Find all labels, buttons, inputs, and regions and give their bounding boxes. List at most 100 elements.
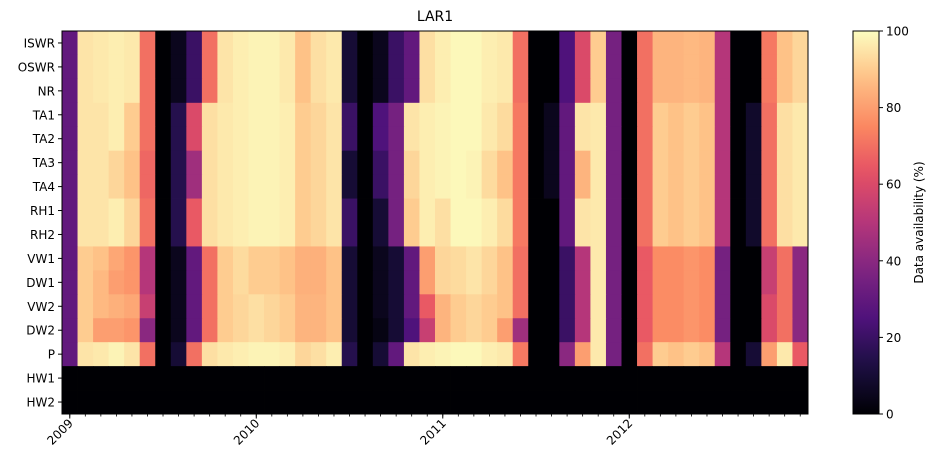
heatmap-cell [559,222,576,247]
heatmap-cell [466,31,483,56]
heatmap-cell [62,78,78,104]
heatmap-cell [264,78,280,104]
heatmap-cell [699,342,716,367]
heatmap-cell [264,270,280,295]
heatmap-cell [357,366,374,391]
heatmap-cell [605,294,622,319]
heatmap-cell [792,54,809,80]
heatmap-cell [605,318,622,343]
heatmap-cell [621,342,638,367]
heatmap-cell [435,342,451,367]
heatmap-cell [186,246,203,271]
heatmap-cell [512,78,529,104]
heatmap-cell [745,294,762,319]
heatmap-cell [652,270,669,295]
heatmap-cell [279,174,296,199]
heatmap-cell [637,294,653,319]
heatmap-cell [776,294,793,319]
heatmap-cell [792,198,809,223]
heatmap-cell [776,126,793,152]
heatmap-cell [590,390,607,415]
heatmap-cell [419,342,436,367]
heatmap-cell [714,150,731,176]
heatmap-cell [232,246,249,271]
heatmap-cell [186,222,203,247]
heatmap-cell [93,222,110,247]
heatmap-cell [435,54,451,80]
heatmap-cell [403,318,420,343]
heatmap-cell [761,31,778,56]
heatmap-cell [699,54,716,80]
heatmap-cell [93,342,110,367]
heatmap-cell [528,246,545,271]
heatmap-cell [93,366,110,391]
heatmap-cell [528,54,545,80]
heatmap-cell [170,342,187,367]
heatmap-cell [792,126,809,152]
heatmap-cell [481,246,498,271]
heatmap-cell [295,150,312,176]
heatmap-cell [637,174,653,199]
heatmap-cell [683,246,700,271]
heatmap-cell [730,390,747,415]
heatmap-cell [139,222,156,247]
heatmap-cell [232,126,249,152]
heatmap-cell [108,198,125,223]
heatmap-cell [326,198,343,223]
heatmap-cell [248,366,265,391]
heatmap-cell [590,150,607,176]
heatmap-cell [310,54,327,80]
heatmap-cell [699,246,716,271]
heatmap-cell [201,222,218,247]
heatmap-cell [419,270,436,295]
heatmap-cell [543,174,560,199]
heatmap-cell [403,54,420,80]
heatmap-cell [559,270,576,295]
heatmap-cell [108,366,125,391]
heatmap-cell [730,102,747,128]
heatmap-cell [326,390,343,415]
heatmap-cell [310,102,327,128]
heatmap-cell [357,126,374,152]
heatmap-cell [528,174,545,199]
heatmap-cell [201,366,218,391]
heatmap-cell [730,318,747,343]
heatmap-cell [93,54,110,80]
heatmap-cell [714,246,731,271]
heatmap-cell [528,294,545,319]
heatmap-cell [139,54,156,80]
heatmap-cell [186,150,203,176]
heatmap-cell [93,102,110,128]
heatmap-cell [497,78,514,104]
heatmap-cell [699,270,716,295]
heatmap-cell [372,174,389,199]
heatmap-cell [264,342,280,367]
heatmap-cell [62,126,78,152]
heatmap-cell [466,150,483,176]
heatmap-cell [295,270,312,295]
heatmap-cell [605,31,622,56]
heatmap-cell [124,174,141,199]
heatmap-cell [776,102,793,128]
heatmap-cell [62,318,78,343]
heatmap-cell [574,174,591,199]
heatmap-cell [279,294,296,319]
heatmap-cell [450,366,467,391]
heatmap-cell [155,342,172,367]
heatmap-cell [264,126,280,152]
heatmap-cell [481,222,498,247]
heatmap-cell [761,342,778,367]
heatmap-cell [792,270,809,295]
heatmap-cell [652,102,669,128]
heatmap-cell [186,342,203,367]
heatmap-cell [450,390,467,415]
heatmap-cell [264,174,280,199]
heatmap-cell [450,54,467,80]
heatmap-cell [155,366,172,391]
heatmap-cell [77,174,94,199]
heatmap-cell [652,366,669,391]
heatmap-cell [279,270,296,295]
heatmap-cell [341,318,358,343]
heatmap-cell [450,31,467,56]
heatmap-cell [248,246,265,271]
